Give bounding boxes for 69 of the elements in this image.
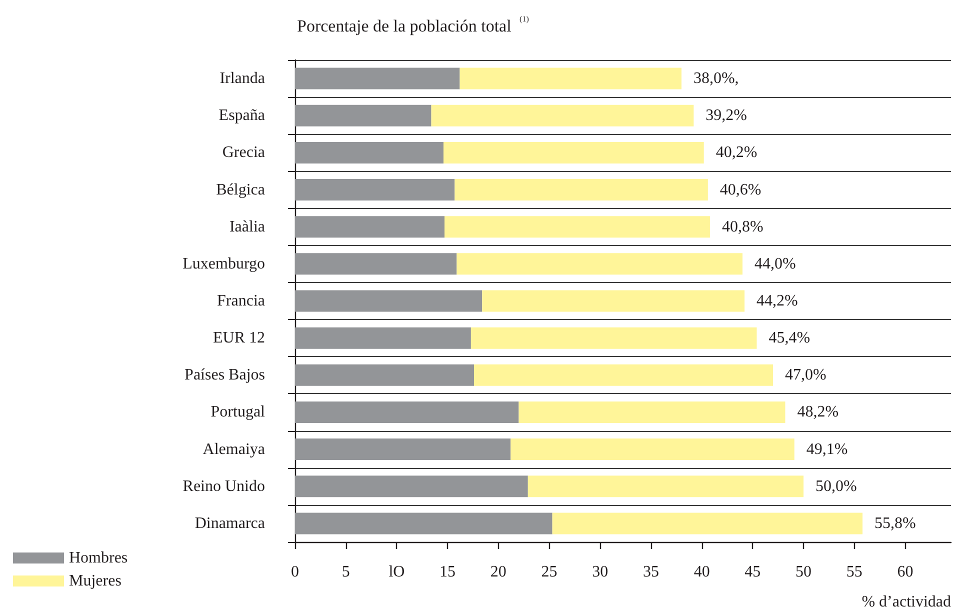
- y-tick-label: Países Bajos: [184, 366, 265, 384]
- y-tick-label: Iaàlia: [229, 218, 265, 236]
- x-tick-label: 30: [592, 564, 608, 580]
- x-tick-label: 0: [291, 564, 299, 580]
- bar: [295, 327, 471, 349]
- y-tick-label: Francia: [217, 292, 265, 310]
- y-tick-label: Reino Unido: [182, 478, 265, 495]
- bar: [295, 68, 460, 90]
- bar: [295, 401, 519, 423]
- bar: [295, 253, 457, 275]
- bar: [470, 327, 757, 349]
- x-tick-label: 60: [897, 564, 914, 580]
- bar: [444, 216, 710, 238]
- total-label: 47,0%: [785, 366, 826, 384]
- bar: [295, 142, 444, 164]
- y-tick-label: Alemaiya: [202, 440, 265, 458]
- total-label: 49,1%: [806, 440, 848, 458]
- y-tick-label: Portugal: [210, 404, 266, 421]
- y-tick-label: España: [218, 107, 265, 124]
- bar: [454, 179, 708, 201]
- total-label: 45,4%: [768, 330, 810, 347]
- bar: [295, 438, 511, 460]
- bar: [295, 512, 552, 534]
- total-label: 55,8%: [874, 514, 916, 532]
- bar: [528, 476, 804, 498]
- x-axis-title: % d’actividad: [862, 594, 951, 610]
- total-label: 38,0%,: [693, 70, 739, 88]
- bar: [510, 438, 794, 460]
- y-tick-label: Grecia: [222, 144, 265, 162]
- bar: [552, 512, 863, 534]
- bar: [295, 104, 432, 126]
- x-tick-label: 50: [796, 564, 812, 580]
- legend-label: Mujeres: [69, 572, 122, 590]
- bar: [456, 253, 743, 275]
- total-label: 40,6%: [720, 181, 762, 198]
- y-tick-label: Irlanda: [220, 70, 265, 88]
- bar: [460, 68, 682, 90]
- total-label: 40,8%: [722, 218, 764, 236]
- bar: [295, 476, 528, 498]
- bar: [295, 216, 445, 238]
- bar: [518, 401, 786, 423]
- bar: [295, 290, 482, 312]
- total-label: 50,0%: [816, 478, 857, 495]
- bar: [295, 364, 474, 386]
- x-tick-label: lO: [388, 564, 405, 580]
- bar: [482, 290, 745, 312]
- total-label: 48,2%: [797, 404, 839, 421]
- x-tick-label: 45: [744, 564, 761, 580]
- total-label: 40,2%: [716, 144, 758, 162]
- x-tick-label: 15: [440, 564, 456, 580]
- y-tick-label: Luxemburgo: [182, 255, 265, 272]
- total-label: 39,2%: [706, 107, 748, 124]
- legend-label: Hombres: [69, 550, 128, 566]
- x-tick-label: 40: [694, 564, 710, 580]
- bar: [443, 142, 704, 164]
- y-tick-label: Bélgica: [216, 181, 265, 198]
- y-tick-label: EUR 12: [213, 330, 265, 347]
- y-tick-label: Dinamarca: [194, 514, 265, 532]
- total-label: 44,2%: [756, 292, 798, 310]
- x-tick-label: 55: [846, 564, 862, 580]
- total-label: 44,0%: [754, 255, 796, 272]
- chart-title: Porcentaje de la población total (1): [297, 14, 530, 36]
- x-tick-label: 25: [541, 564, 558, 580]
- bar: [474, 364, 774, 386]
- bar: [295, 179, 455, 201]
- x-tick-label: 20: [490, 564, 506, 580]
- bar: [431, 104, 694, 126]
- x-tick-label: 5: [342, 564, 350, 580]
- x-tick-label: 35: [642, 564, 659, 580]
